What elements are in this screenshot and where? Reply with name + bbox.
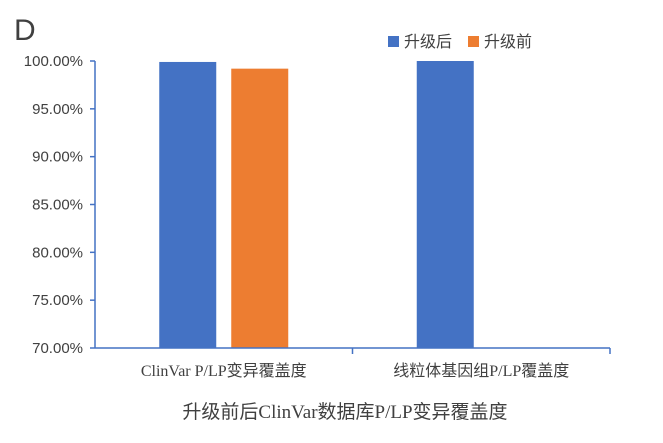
y-tick-label: 80.00% [32, 244, 83, 261]
y-tick-label: 75.00% [32, 292, 83, 309]
legend-label: 升级前 [484, 32, 532, 51]
y-axis: 70.00% 75.00% 80.00% 85.00% 90.00% 95.00% 100.… [24, 53, 96, 357]
bar-0-0 [159, 61, 217, 348]
bars [159, 61, 474, 349]
y-tick-label: 90.00% [32, 149, 83, 166]
legend: 升级后 升级前 [388, 32, 532, 51]
y-tick-label: 70.00% [32, 340, 83, 357]
legend-swatch [388, 36, 399, 47]
legend-label: 升级后 [404, 32, 452, 51]
x-axis: ClinVar P/LP变异覆盖度 线粒体基因组P/LP覆盖度 [95, 347, 611, 380]
x-axis-title: 升级前后ClinVar数据库P/LP变异覆盖度 [182, 401, 507, 423]
legend-swatch [468, 36, 479, 47]
panel-label: D [14, 14, 36, 47]
bar-0-1 [416, 61, 474, 348]
x-tick-label: ClinVar P/LP变异覆盖度 [141, 362, 307, 380]
x-tick-label: 线粒体基因组P/LP覆盖度 [393, 362, 569, 380]
y-tick-label: 100.00% [24, 53, 83, 70]
y-tick-label: 85.00% [32, 197, 83, 214]
bar-1-0 [231, 68, 289, 349]
y-tick-label: 95.00% [32, 101, 83, 118]
